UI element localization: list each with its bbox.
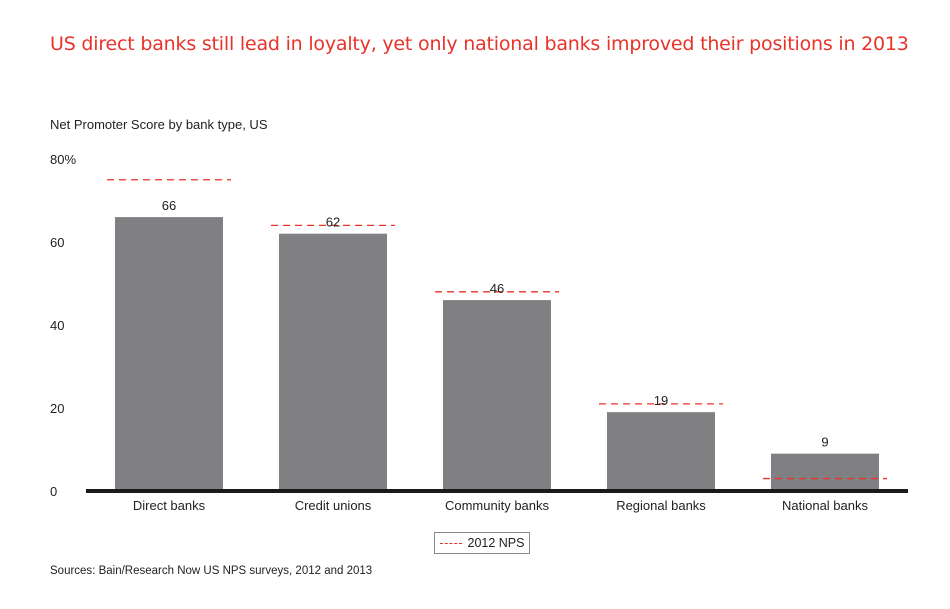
- value-labels-layer: 66 62 46 19 9: [162, 198, 829, 450]
- bar-national-banks: [771, 453, 879, 491]
- category-label: Credit unions: [295, 498, 372, 513]
- reference-lines-layer: [107, 179, 887, 480]
- category-label: Community banks: [445, 498, 550, 513]
- legend-label: 2012 NPS: [467, 536, 525, 550]
- value-label: 19: [654, 393, 668, 408]
- category-labels-layer: Direct banks Credit unions Community banks…: [133, 498, 869, 513]
- value-label: 66: [162, 198, 176, 213]
- chart-subtitle: Net Promoter Score by bank type, US: [50, 117, 268, 132]
- source-note: Sources: Bain/Research Now US NPS survey…: [50, 565, 373, 577]
- legend: 2012 NPS: [434, 532, 530, 554]
- y-tick-labels-layer: 0 20 40 60 80%: [50, 152, 76, 499]
- bar-community-banks: [443, 300, 551, 491]
- category-label: National banks: [782, 498, 868, 513]
- value-label: 9: [821, 435, 828, 450]
- value-label: 46: [490, 281, 504, 296]
- bar-direct-banks: [115, 217, 223, 491]
- y-tick-label: 60: [50, 235, 64, 250]
- bar-credit-unions: [279, 233, 387, 491]
- y-tick-label: 20: [50, 401, 64, 416]
- category-label: Direct banks: [133, 498, 206, 513]
- value-label: 62: [326, 215, 340, 230]
- legend-dashed-line-swatch: [439, 542, 462, 544]
- y-tick-label: 40: [50, 318, 64, 333]
- chart-title: US direct banks still lead in loyalty, y…: [50, 33, 909, 55]
- bars-layer: [115, 217, 879, 491]
- y-tick-label: 80%: [50, 152, 76, 167]
- category-label: Regional banks: [616, 498, 706, 513]
- y-tick-label: 0: [50, 484, 57, 499]
- bar-regional-banks: [607, 412, 715, 491]
